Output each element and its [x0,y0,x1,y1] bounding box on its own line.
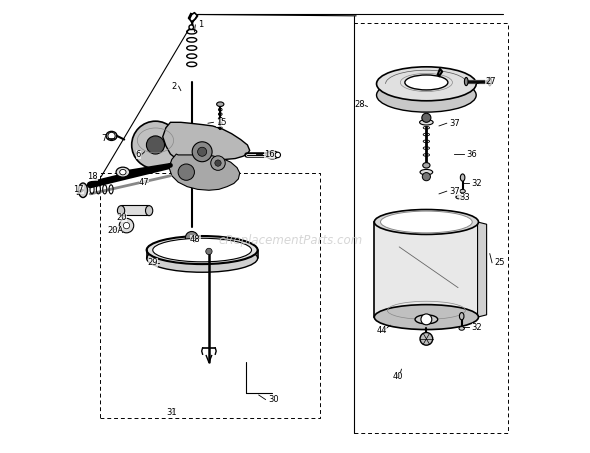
Circle shape [422,173,431,181]
Text: eReplacementParts.com: eReplacementParts.com [218,234,363,246]
Text: 37: 37 [449,187,460,196]
Ellipse shape [460,189,466,193]
Ellipse shape [381,211,472,233]
Circle shape [206,248,212,255]
Ellipse shape [374,209,478,235]
Circle shape [146,136,165,154]
Ellipse shape [464,77,468,86]
Circle shape [192,142,212,162]
Text: 36: 36 [466,149,477,159]
Text: 40: 40 [392,372,403,381]
Text: 27: 27 [485,77,496,86]
Ellipse shape [423,163,430,168]
Ellipse shape [189,25,194,29]
Polygon shape [477,222,487,317]
Circle shape [422,113,431,122]
Ellipse shape [147,244,258,272]
Text: 7: 7 [101,134,106,143]
Polygon shape [163,122,250,164]
Text: 31: 31 [166,408,176,417]
Circle shape [178,164,195,180]
Ellipse shape [376,78,476,112]
Ellipse shape [374,304,478,329]
Ellipse shape [376,67,476,101]
Ellipse shape [488,77,491,86]
Text: 44: 44 [376,326,387,335]
Circle shape [215,160,221,166]
Ellipse shape [420,169,432,175]
Ellipse shape [266,151,278,159]
Text: 20: 20 [116,213,127,222]
Bar [121,205,149,215]
Ellipse shape [117,206,124,216]
Text: 1: 1 [198,20,203,29]
Ellipse shape [78,183,87,198]
Text: 29: 29 [148,258,158,267]
Circle shape [421,314,432,325]
Circle shape [211,156,225,170]
Ellipse shape [415,315,438,324]
Circle shape [185,231,198,244]
Ellipse shape [456,195,462,199]
Text: 28: 28 [355,100,365,109]
Text: 16: 16 [264,149,275,159]
Text: 25: 25 [494,258,505,267]
Ellipse shape [153,238,251,262]
Circle shape [198,147,206,156]
Polygon shape [169,154,240,190]
Text: 17: 17 [73,185,84,194]
Ellipse shape [419,120,433,125]
Ellipse shape [459,327,464,330]
Text: 6: 6 [136,149,141,159]
Text: 18: 18 [87,172,98,181]
Text: 30: 30 [268,395,278,404]
Circle shape [123,222,130,229]
Bar [374,222,478,317]
Circle shape [108,132,115,140]
Circle shape [119,218,134,233]
Ellipse shape [120,169,126,175]
Ellipse shape [106,131,117,140]
Ellipse shape [275,152,280,158]
Ellipse shape [146,206,153,216]
Text: 48: 48 [190,235,201,244]
Ellipse shape [217,102,224,106]
Ellipse shape [405,75,448,90]
Ellipse shape [147,236,258,264]
Text: 15: 15 [216,118,226,127]
Text: 37: 37 [449,119,460,128]
Ellipse shape [132,121,179,169]
Text: 32: 32 [471,323,482,332]
Ellipse shape [460,313,464,320]
Text: 33: 33 [459,193,470,202]
Ellipse shape [116,167,130,177]
Text: 20A: 20A [107,226,123,235]
Text: 2: 2 [172,82,177,91]
Text: 47: 47 [139,178,149,187]
Ellipse shape [420,333,432,345]
Ellipse shape [460,174,465,181]
Text: 32: 32 [471,179,482,188]
